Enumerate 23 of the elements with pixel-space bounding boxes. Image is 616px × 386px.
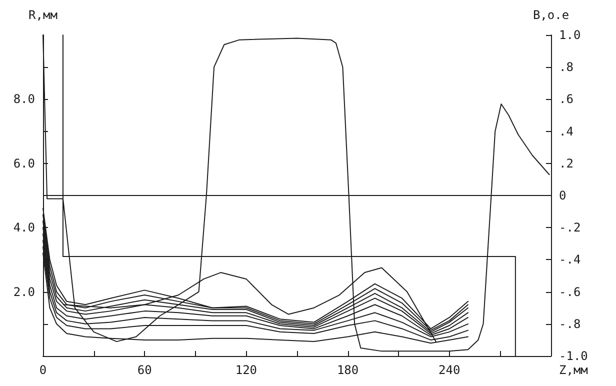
y2-tick-label: .8: [559, 60, 574, 74]
x-tick-label: 0: [39, 363, 47, 377]
y2-tick-label: 0: [559, 188, 566, 202]
x-tick-label: 120: [235, 363, 258, 377]
y2-tick-label: -.4: [559, 252, 581, 267]
x-tick-label: 60: [137, 363, 152, 377]
y-tick-label: 4.0: [13, 220, 35, 235]
y2-tick-label: 1.0: [559, 28, 581, 42]
y2-tick-label: -1.0: [559, 349, 588, 363]
y-tick-label: 6.0: [13, 156, 35, 170]
y-tick-label: 2.0: [13, 284, 35, 299]
y2-tick-label: .6: [559, 92, 574, 106]
x-tick-label: 180: [336, 363, 359, 377]
y-axis-title: R,мм: [28, 8, 58, 22]
x-axis-title: Z,мм: [559, 363, 588, 377]
y2-tick-label: -.6: [559, 284, 581, 299]
y2-tick-label: .2: [559, 156, 574, 170]
y2-tick-label: .4: [559, 124, 574, 138]
x-tick-label: 240: [438, 363, 460, 377]
y2-tick-label: -.8: [559, 316, 581, 331]
y2-tick-label: -.2: [559, 220, 581, 235]
y2-axis-title: B,o.e: [532, 8, 570, 22]
y-tick-label: 8.0: [13, 92, 35, 106]
